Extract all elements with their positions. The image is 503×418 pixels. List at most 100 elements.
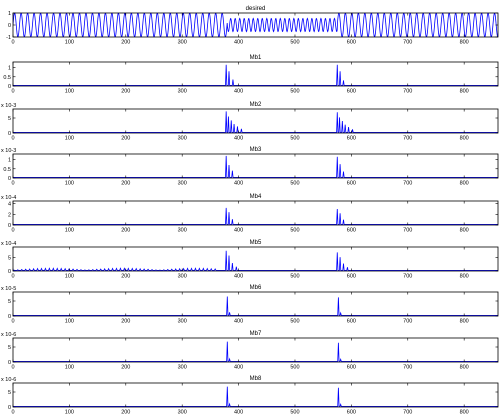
x-tick-label: 400 — [234, 228, 243, 234]
exponent-label: x 10-3 — [1, 103, 16, 109]
x-tick-label: 200 — [121, 274, 130, 280]
subplot-title: desired — [246, 6, 266, 12]
subplot-mb6: Mb6 x 10-5 0 100 200 300 400 500 600 700 800 5 0 — [1, 285, 499, 325]
x-tick-label: 400 — [234, 410, 243, 416]
y-tick-label: 1 — [8, 158, 11, 164]
y-tick-label: 5 — [8, 116, 11, 122]
x-tick-label: 600 — [347, 136, 356, 142]
x-tick-label: 100 — [65, 136, 74, 142]
x-tick-label: 100 — [65, 410, 74, 416]
subplot-mb1: Mb1 0 100 200 300 400 500 600 700 800 1 0.5 0 — [3, 55, 499, 95]
y-tick-label: 0 — [8, 314, 11, 320]
x-tick-label: 500 — [290, 136, 299, 142]
x-tick-label: 100 — [65, 274, 74, 280]
series-line — [13, 64, 498, 86]
subplot-title: Mb8 — [250, 376, 262, 382]
x-tick-label: 600 — [347, 228, 356, 234]
x-tick-label: 700 — [403, 40, 412, 46]
series-line — [13, 250, 498, 271]
series-line — [13, 207, 498, 225]
x-tick-label: 0 — [11, 40, 14, 46]
y-tick-label: 1 — [8, 11, 11, 17]
y-tick-label: 0 — [8, 84, 11, 90]
x-tick-label: 200 — [121, 319, 130, 325]
series-line — [13, 296, 498, 316]
x-tick-label: 0 — [11, 274, 14, 280]
x-tick-label: 0 — [11, 89, 14, 95]
y-tick-label: 0 — [8, 176, 11, 182]
x-tick-label: 500 — [290, 410, 299, 416]
axes-box — [12, 12, 499, 38]
subplot-title: Mb1 — [250, 55, 262, 61]
x-tick-label: 0 — [11, 181, 14, 187]
x-tick-label: 400 — [234, 89, 243, 95]
y-tick-label: 0 — [8, 269, 11, 275]
series-line — [13, 155, 498, 178]
y-tick-label: 1 — [8, 66, 11, 72]
series-line — [13, 13, 498, 37]
x-tick-label: 300 — [178, 136, 187, 142]
x-tick-label: 400 — [234, 136, 243, 142]
x-tick-label: 400 — [234, 274, 243, 280]
x-tick-label: 200 — [121, 89, 130, 95]
exponent-label: x 10-3 — [1, 148, 16, 154]
x-tick-label: 800 — [460, 89, 469, 95]
subplot-mb5: Mb5 x 10-4 0 100 200 300 400 500 600 700 800 5 0 — [1, 240, 499, 280]
x-tick-label: 200 — [121, 40, 130, 46]
y-tick-label: 2 — [8, 212, 11, 218]
subplot-mb7: Mb7 x 10-6 0 100 200 300 400 500 600 700 800 5 0 — [1, 331, 499, 371]
x-tick-label: 700 — [403, 365, 412, 371]
x-tick-label: 0 — [11, 136, 14, 142]
y-tick-label: 5 — [8, 256, 11, 262]
x-tick-label: 300 — [178, 410, 187, 416]
x-tick-label: 200 — [121, 181, 130, 187]
x-tick-label: 300 — [178, 365, 187, 371]
x-tick-label: 300 — [178, 181, 187, 187]
y-tick-label: 4 — [8, 202, 11, 208]
x-tick-label: 800 — [460, 274, 469, 280]
exponent-label: x 10-6 — [1, 332, 16, 338]
x-tick-label: 500 — [290, 319, 299, 325]
y-tick-label: 5 — [8, 345, 11, 351]
axes-box — [12, 153, 499, 179]
x-tick-label: 800 — [460, 181, 469, 187]
x-tick-label: 200 — [121, 365, 130, 371]
x-tick-label: 0 — [11, 365, 14, 371]
y-tick-label: 5 — [8, 299, 11, 305]
x-tick-label: 400 — [234, 40, 243, 46]
exponent-label: x 10-4 — [1, 195, 16, 201]
x-tick-label: 800 — [460, 136, 469, 142]
y-tick-label: 0 — [8, 23, 11, 29]
exponent-label: x 10-6 — [1, 377, 16, 383]
y-tick-label: 0 — [8, 131, 11, 137]
x-tick-label: 300 — [178, 40, 187, 46]
axes-box — [12, 246, 499, 272]
x-tick-label: 400 — [234, 365, 243, 371]
subplot-title: Mb5 — [250, 240, 262, 246]
y-tick-label: 0 — [8, 360, 11, 366]
x-tick-label: 600 — [347, 89, 356, 95]
y-tick-label: -1 — [6, 35, 11, 41]
axes-box — [12, 61, 499, 87]
x-tick-label: 600 — [347, 40, 356, 46]
y-tick-label: 0.5 — [3, 75, 11, 81]
subplot-title: Mb2 — [250, 102, 262, 108]
y-tick-label: 5 — [8, 390, 11, 396]
x-tick-label: 0 — [11, 410, 14, 416]
subplot-mb2: Mb2 x 10-3 0 100 200 300 400 500 600 700 800 5 0 — [1, 102, 499, 142]
series-line — [13, 341, 498, 362]
series-line — [13, 386, 498, 407]
x-tick-label: 100 — [65, 365, 74, 371]
x-tick-label: 600 — [347, 410, 356, 416]
x-tick-label: 300 — [178, 274, 187, 280]
x-tick-label: 700 — [403, 319, 412, 325]
x-tick-label: 700 — [403, 410, 412, 416]
y-tick-label: 0 — [8, 223, 11, 229]
axes-box — [12, 382, 499, 408]
x-tick-label: 700 — [403, 274, 412, 280]
x-tick-label: 200 — [121, 136, 130, 142]
y-tick-label: 0 — [8, 405, 11, 411]
x-tick-label: 500 — [290, 89, 299, 95]
